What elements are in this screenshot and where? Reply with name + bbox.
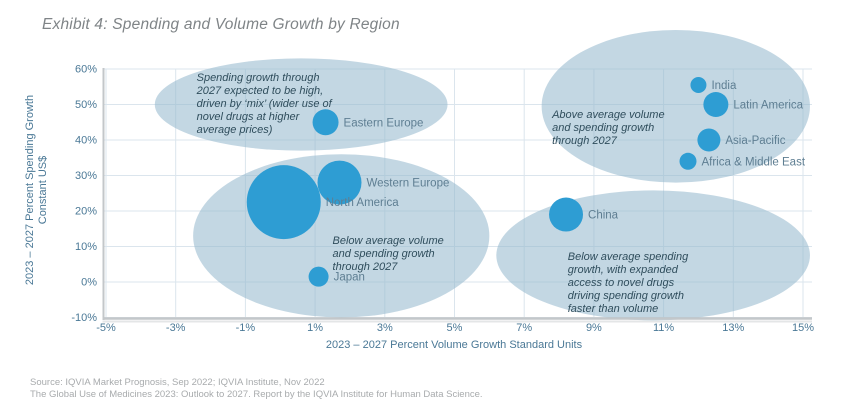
group-note-above-average-pharmerging: Above average volume and spending growth t…: [551, 109, 665, 147]
x-tick-label: 11%: [653, 322, 674, 334]
x-tick-label: 9%: [586, 322, 602, 334]
x-tick-label: -1%: [236, 322, 256, 334]
y-axis-title-line1: 2023 – 2027 Percent Spending Growth: [24, 94, 36, 286]
bubble-africa-middle-east: [679, 152, 697, 170]
y-tick-label: -10%: [71, 312, 97, 324]
bubble-label-latin-america: Latin America: [733, 100, 803, 112]
bubble-north-america: [246, 165, 321, 240]
bubble-label-china: China: [588, 210, 619, 222]
group-note-china-expanded-access: Below average spending growth, with expan…: [568, 251, 689, 315]
bubble-latin-america: [703, 92, 729, 117]
x-tick-label: -3%: [166, 322, 186, 334]
y-axis-title: 2023 – 2027 Percent Spending Growth Cons…: [24, 60, 50, 320]
bubble-china: [549, 197, 584, 232]
x-tick-label: 5%: [447, 322, 463, 334]
bubble-label-western-europe: Western Europe: [366, 178, 449, 190]
x-tick-label: 13%: [722, 322, 744, 334]
bubble-label-japan: Japan: [334, 272, 365, 284]
figure-title: Exhibit 4: Spending and Volume Growth by…: [42, 16, 400, 33]
group-ellipse-above-average-pharmerging: [541, 29, 810, 183]
bubble-japan: [308, 266, 329, 287]
bubble-asia-pacific: [697, 128, 721, 152]
y-axis-title-line2: Constant US$: [37, 155, 49, 225]
y-tick-label: 60%: [75, 64, 97, 76]
source-note: Source: IQVIA Market Prognosis, Sep 2022…: [30, 377, 483, 400]
y-tick-label: 20%: [75, 206, 97, 218]
y-tick-label: 50%: [75, 99, 97, 111]
x-tick-label: 3%: [377, 322, 393, 334]
bubble-eastern-europe: [312, 109, 339, 136]
bubble-label-asia-pacific: Asia-Pacific: [725, 135, 785, 147]
y-tick-label: 30%: [75, 170, 97, 182]
bubble-label-india: India: [711, 80, 737, 92]
x-tick-label: 15%: [792, 322, 814, 334]
x-axis-title: 2023 – 2027 Percent Volume Growth Standa…: [325, 339, 583, 351]
bubble-western-europe: [317, 160, 362, 205]
bubble-label-africa-middle-east: Africa & Middle East: [701, 156, 805, 168]
source-line-2: The Global Use of Medicines 2023: Outloo…: [30, 388, 483, 400]
group-note-high-spending-growth: Spending growth through 2027 expected to …: [196, 72, 333, 136]
source-line-1: Source: IQVIA Market Prognosis, Sep 2022…: [30, 377, 325, 388]
bubble-india: [690, 76, 707, 93]
group-ellipse-high-spending-growth: [154, 58, 448, 151]
x-tick-label: 7%: [516, 322, 532, 334]
y-tick-label: 10%: [75, 241, 97, 253]
bubble-label-eastern-europe: Eastern Europe: [344, 117, 424, 129]
y-tick-label: 0%: [81, 277, 97, 289]
y-tick-label: 40%: [75, 135, 97, 147]
x-tick-label: 1%: [307, 322, 323, 334]
bubble-label-north-america: North America: [326, 197, 399, 209]
group-note-below-average-developed: Below average volume and spending growth t…: [333, 235, 444, 273]
x-tick-label: -5%: [96, 322, 116, 334]
